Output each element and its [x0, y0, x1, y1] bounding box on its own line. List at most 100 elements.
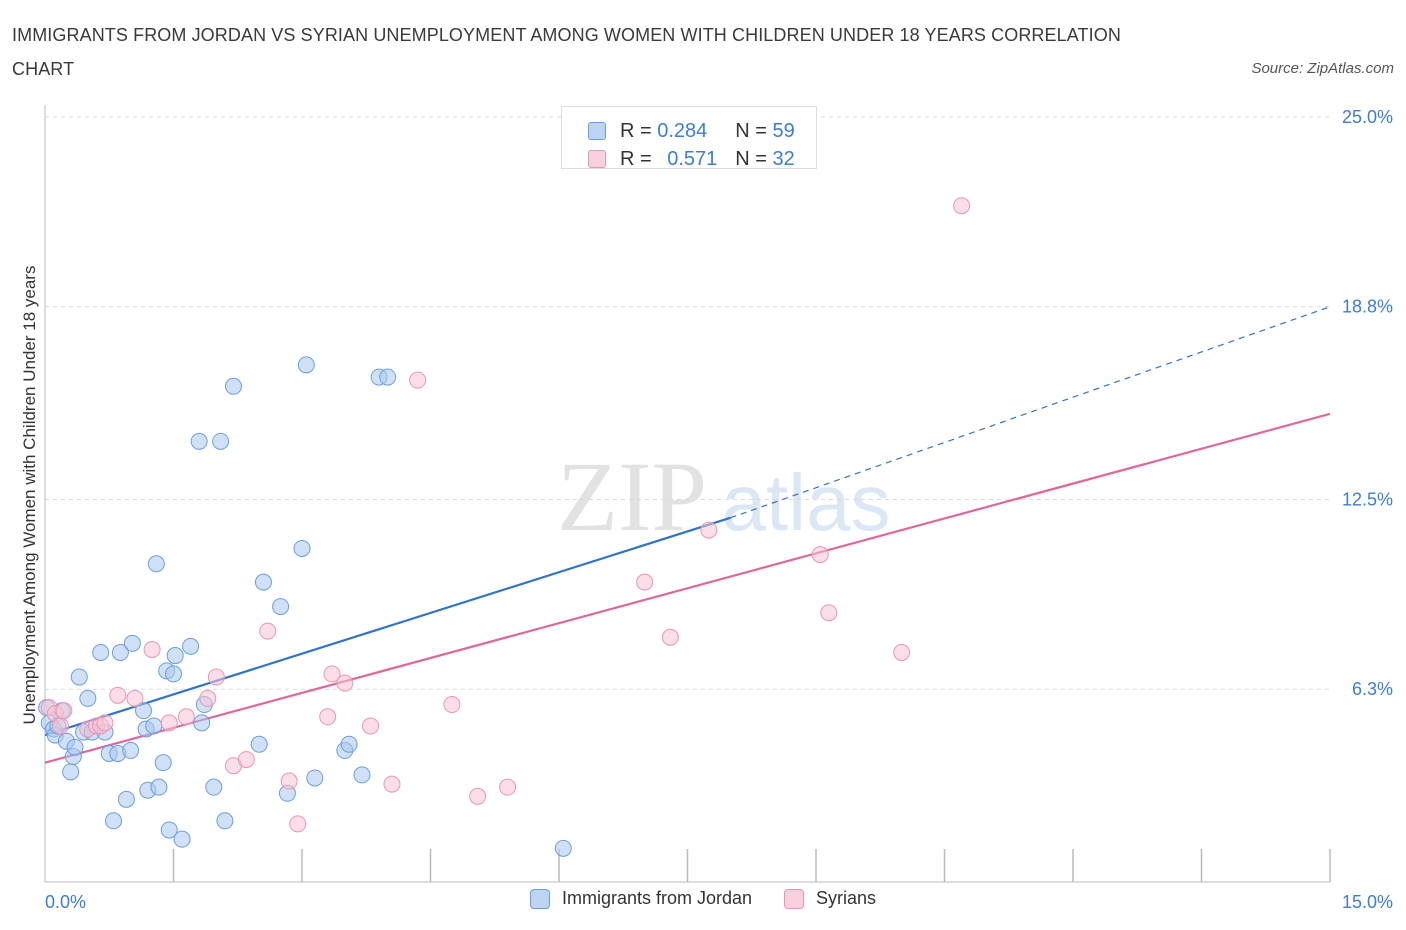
jordan-point [193, 714, 211, 732]
correlation-legend: R = 0.284 N = 59 R = 0.571 N = 32 [561, 106, 817, 170]
jordan-point [297, 356, 315, 374]
y-tick-label: 25.0% [1342, 107, 1393, 127]
jordan-point [306, 769, 324, 787]
syrian-point [289, 815, 307, 833]
syrian-point [469, 787, 487, 805]
syrian-legend-swatch [784, 888, 805, 909]
trend-lines [44, 306, 1331, 764]
jordan-point [160, 821, 178, 839]
syrian-point [336, 674, 354, 692]
syrian-point [109, 686, 127, 704]
syrian-point [362, 717, 380, 735]
syrian-point [811, 546, 829, 564]
legend-item-syrian[interactable]: Syrians [784, 888, 876, 909]
jordan-point [224, 377, 242, 395]
syrian-point [96, 714, 114, 732]
legend-row-jordan: R = 0.284 N = 59 [588, 117, 795, 145]
jordan-point [250, 735, 268, 753]
syrian-point [126, 689, 144, 707]
jordan-point [62, 763, 80, 781]
jordan-point [165, 665, 182, 683]
syrian-point [953, 197, 971, 215]
x-tick-label: 15.0% [1342, 892, 1393, 912]
n-value: 59 [772, 119, 795, 142]
jordan-point [70, 668, 88, 686]
legend-label-syrian: Syrians [816, 888, 877, 908]
y-tick-label: 12.5% [1342, 490, 1393, 510]
y-tick-label: 18.8% [1342, 297, 1393, 317]
jordan-point [212, 432, 230, 450]
y-tick-label: 6.3% [1352, 679, 1393, 699]
jordan-point [154, 754, 172, 772]
jordan-point [135, 702, 153, 720]
r-label: R = [620, 119, 652, 142]
syrian-point [143, 640, 161, 658]
syrian-point [383, 775, 401, 793]
jordan-swatch [588, 122, 606, 140]
jordan-point [79, 689, 97, 707]
axes [44, 105, 1331, 883]
syrian-point [443, 696, 461, 714]
legend-item-jordan[interactable]: Immigrants from Jordan [529, 888, 753, 909]
jordan-point [111, 644, 129, 661]
series-jordan-points [38, 356, 572, 857]
chart-title: IMMIGRANTS FROM JORDAN VS SYRIAN UNEMPLO… [12, 25, 1121, 79]
syrian-point [207, 668, 225, 686]
watermark-zip: ZIP [557, 441, 707, 552]
n-value: 32 [772, 147, 795, 170]
trend-line-jordan-extension [730, 306, 1331, 519]
series-syrian-points [40, 197, 971, 833]
jordan-point [122, 741, 140, 759]
n-label: N = [735, 147, 767, 170]
jordan-point [123, 634, 141, 652]
legend-label-jordan: Immigrants from Jordan [561, 888, 753, 908]
jordan-point [379, 368, 397, 386]
syrian-point [177, 708, 195, 726]
jordan-point [145, 717, 163, 735]
trend-line-jordan [44, 516, 731, 737]
jordan-point [182, 637, 200, 655]
r-label: R = [620, 147, 652, 170]
syrian-point [323, 665, 341, 683]
syrian-point [280, 772, 298, 790]
syrian-point [700, 521, 718, 539]
syrian-point [259, 622, 277, 640]
jordan-point [340, 735, 358, 753]
tick-labels: 6.3% 12.5% 18.8% 25.0% 0.0% 15.0% [45, 107, 1393, 912]
jordan-point [150, 778, 168, 796]
syrian-point [237, 751, 255, 769]
syrian-point [661, 628, 679, 646]
syrian-point [820, 604, 838, 622]
jordan-point [190, 432, 208, 450]
jordan-point [147, 555, 165, 573]
jordan-point [173, 830, 191, 848]
jordan-point [92, 644, 110, 661]
jordan-legend-swatch [529, 888, 550, 909]
gridlines [45, 116, 1330, 690]
series-legend: Immigrants from Jordan Syrians [0, 888, 1406, 909]
source-label: Source: ZipAtlas.com [1251, 60, 1394, 77]
r-value: 0.284 [657, 119, 708, 142]
y-axis-label: Unemployment Among Women with Children U… [20, 265, 39, 725]
n-label: N = [735, 119, 767, 142]
syrian-point [199, 689, 217, 707]
r-value: 0.571 [667, 147, 718, 170]
syrian-point [636, 573, 654, 591]
syrian-point [409, 371, 427, 389]
syrian-point [893, 644, 911, 661]
jordan-point [216, 812, 234, 830]
syrian-point [55, 702, 73, 720]
syrian-swatch [588, 150, 606, 168]
jordan-point [105, 812, 123, 830]
jordan-point [166, 647, 184, 665]
watermark-atlas: atlas [722, 458, 891, 547]
jordan-point [272, 598, 290, 616]
jordan-point [66, 738, 84, 756]
syrian-point [160, 714, 178, 732]
x-tick-label: 0.0% [45, 892, 86, 912]
jordan-point [293, 539, 311, 557]
syrian-point [499, 778, 517, 796]
syrian-point [319, 708, 337, 726]
trend-line-syrian [44, 412, 1331, 764]
jordan-point [117, 790, 135, 808]
